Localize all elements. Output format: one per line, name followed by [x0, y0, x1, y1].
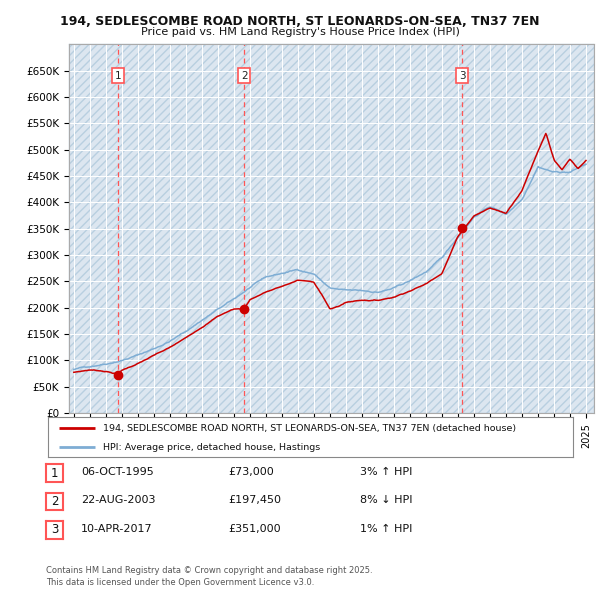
Text: HPI: Average price, detached house, Hastings: HPI: Average price, detached house, Hast… [103, 442, 320, 452]
Text: £197,450: £197,450 [228, 496, 281, 505]
Text: Contains HM Land Registry data © Crown copyright and database right 2025.
This d: Contains HM Land Registry data © Crown c… [46, 566, 373, 587]
Text: 22-AUG-2003: 22-AUG-2003 [81, 496, 155, 505]
Text: 3% ↑ HPI: 3% ↑ HPI [360, 467, 412, 477]
Text: 8% ↓ HPI: 8% ↓ HPI [360, 496, 413, 505]
Text: 1: 1 [51, 467, 58, 480]
Text: 3: 3 [459, 71, 466, 81]
Text: 194, SEDLESCOMBE ROAD NORTH, ST LEONARDS-ON-SEA, TN37 7EN (detached house): 194, SEDLESCOMBE ROAD NORTH, ST LEONARDS… [103, 424, 516, 433]
Text: 194, SEDLESCOMBE ROAD NORTH, ST LEONARDS-ON-SEA, TN37 7EN: 194, SEDLESCOMBE ROAD NORTH, ST LEONARDS… [60, 15, 540, 28]
Text: 10-APR-2017: 10-APR-2017 [81, 524, 152, 533]
Text: 1% ↑ HPI: 1% ↑ HPI [360, 524, 412, 533]
Text: 2: 2 [241, 71, 247, 81]
Text: £351,000: £351,000 [228, 524, 281, 533]
Text: £73,000: £73,000 [228, 467, 274, 477]
Text: 3: 3 [51, 523, 58, 536]
Text: 1: 1 [115, 71, 121, 81]
Text: 2: 2 [51, 495, 58, 508]
Text: Price paid vs. HM Land Registry's House Price Index (HPI): Price paid vs. HM Land Registry's House … [140, 27, 460, 37]
Text: 06-OCT-1995: 06-OCT-1995 [81, 467, 154, 477]
